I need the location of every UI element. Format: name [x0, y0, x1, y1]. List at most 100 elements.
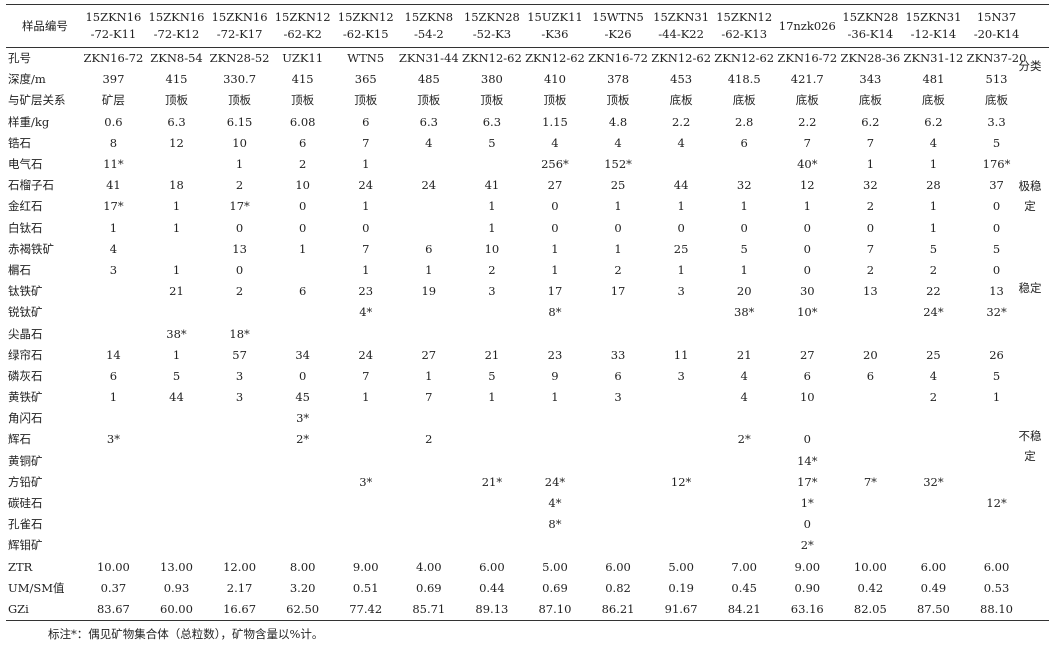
table-row: 绿帘石 14 1 57 34 24 27 21 23 33 11 21 27 20 25 26 — [6, 345, 1049, 366]
table-cell: ZKN16-72 — [83, 51, 144, 66]
sample-id-line2: -62-K13 — [721, 27, 768, 41]
table-row: 石榴子石 41 18 2 10 24 24 41 27 25 44 32 12 32 28 37 — [6, 175, 1049, 196]
table-cell: 256* — [541, 157, 569, 172]
table-cell: 1 — [109, 390, 118, 405]
table-cell: 1* — [800, 496, 814, 511]
table-cell: 6 — [362, 114, 370, 129]
table-cell: 0.90 — [794, 580, 821, 595]
table-cell: 1 — [803, 199, 811, 214]
table-cell: 27 — [421, 347, 437, 362]
table-cell: 2 — [614, 262, 622, 277]
table-cell: 6.00 — [920, 559, 947, 574]
table-cell: 11 — [673, 347, 689, 362]
table-cell: 30 — [799, 284, 815, 299]
table-cell: 14 — [106, 347, 121, 362]
table-cell: 83.67 — [96, 601, 130, 616]
table-cell: 6 — [298, 135, 307, 150]
table-cell: 1 — [677, 262, 685, 277]
row-label: 辉石 — [8, 432, 31, 447]
sample-id-line1: 15ZKN16 — [148, 10, 205, 24]
sample-id-line1: 15ZKN28 — [463, 10, 520, 24]
table-cell: ZKN8-54 — [150, 51, 203, 66]
table-cell: 0.51 — [352, 580, 379, 595]
sample-id-header: 15ZKN28 -36-K14 — [839, 9, 902, 43]
table-cell: 8* — [548, 305, 562, 320]
table-cell: 41 — [484, 178, 500, 193]
row-label: 黄铁矿 — [8, 390, 43, 405]
sample-id-header: 15ZKN16 -72-K12 — [145, 9, 208, 43]
table-cell: 1 — [362, 390, 370, 405]
table-cell: 2 — [866, 199, 875, 214]
table-cell: 12* — [986, 496, 1007, 511]
sample-id-line1: 15UZK11 — [527, 10, 583, 24]
table-cell: 1 — [677, 199, 685, 214]
table-cell: 23 — [547, 347, 563, 362]
row-label: 角闪石 — [8, 411, 43, 426]
class-very-stable-line2: 定 — [1024, 199, 1036, 213]
table-cell: 13 — [232, 241, 247, 256]
table-cell: 5 — [488, 135, 496, 150]
table-cell: 17* — [797, 474, 818, 489]
table-cell: 0.6 — [104, 114, 123, 129]
table-cell: 4 — [929, 368, 938, 383]
sample-id-line1: 15ZKN28 — [842, 10, 899, 24]
sample-id-header: 15ZKN8 -54-2 — [397, 9, 460, 43]
table-row: 黄铁矿 1 44 3 45 1 7 1 1 3 4 10 2 1 — [6, 387, 1049, 408]
table-cell: 4 — [677, 135, 685, 150]
table-cell: 0 — [992, 220, 1001, 235]
table-cell: 1 — [362, 199, 370, 214]
table-cell: 1 — [740, 199, 748, 214]
table-cell: 6.00 — [479, 559, 505, 574]
classification-title: 分类 — [1018, 59, 1042, 73]
table-cell: 3 — [109, 262, 118, 277]
table-cell: 顶板 — [606, 93, 630, 108]
table-cell: 25 — [673, 241, 689, 256]
table-cell: ZKN16-72 — [588, 51, 648, 66]
table-cell: 9.00 — [794, 559, 821, 574]
table-cell: 3 — [488, 284, 496, 299]
table-cell: 4.00 — [416, 559, 442, 574]
class-very-stable-line1: 极稳 — [1018, 179, 1042, 193]
table-cell: 88.10 — [980, 601, 1013, 616]
sample-id-line1: 15ZKN31 — [653, 10, 710, 24]
table-cell: 1 — [614, 241, 622, 256]
table-cell: 5 — [992, 135, 1001, 150]
table-cell: 6 — [109, 368, 118, 383]
sample-id-line1: 15ZKN31 — [905, 10, 962, 24]
table-cell: 85.71 — [412, 601, 446, 616]
table-cell: 16.67 — [223, 601, 257, 616]
table-cell: 8* — [548, 517, 562, 532]
sample-id-header: 15ZKN16 -72-K11 — [82, 9, 145, 43]
table-cell: 2 — [298, 157, 307, 172]
table-cell: 25 — [926, 347, 941, 362]
class-stable: 稳定 — [1018, 281, 1042, 295]
table-cell: ZKN12-62 — [714, 51, 775, 66]
table-cell: 365 — [354, 72, 377, 87]
table-cell: 12 — [169, 135, 184, 150]
table-cell: 87.10 — [538, 601, 572, 616]
table-cell: 6.00 — [605, 559, 631, 574]
table-row: 与矿层关系 矿层 顶板 顶板 顶板 顶板 顶板 顶板 顶板 顶板 底板 底板 底板 底板 底板 底板 — [6, 90, 1049, 111]
table-cell: 19 — [421, 284, 437, 299]
table-cell: 0 — [866, 220, 875, 235]
table-cell: 17* — [229, 199, 250, 214]
table-cell: 63.16 — [790, 601, 824, 616]
table-cell: 2 — [235, 284, 244, 299]
table-cell: 4.8 — [608, 114, 628, 129]
sample-id-line1: 15WTN5 — [592, 10, 644, 24]
table-cell: 1 — [992, 390, 1001, 405]
table-cell: 3 — [235, 390, 244, 405]
sample-id-header: 15ZKN28 -52-K3 — [460, 9, 523, 43]
table-cell: 6 — [298, 284, 307, 299]
class-unstable-line2: 定 — [1024, 449, 1036, 463]
table-cell: 0 — [992, 262, 1001, 277]
table-cell: 24 — [358, 178, 374, 193]
table-cell: 44 — [673, 178, 689, 193]
table-cell: 2* — [800, 538, 814, 553]
table-cell: 0.19 — [668, 580, 694, 595]
sample-id-line2: -20-K14 — [973, 27, 1020, 41]
row-label: UM/SM值 — [8, 580, 65, 595]
table-cell: 1 — [109, 220, 118, 235]
table-cell: UZK11 — [282, 51, 324, 66]
table-cell: 421.7 — [790, 72, 824, 87]
